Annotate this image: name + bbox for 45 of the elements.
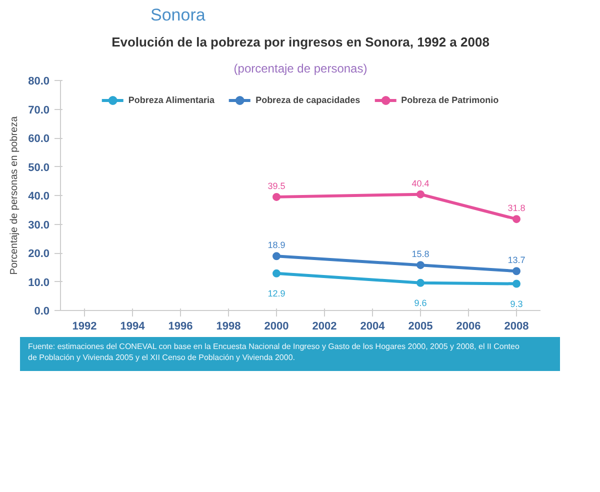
x-tick-label: 2005	[408, 320, 433, 332]
y-tick-label: 0.0	[34, 306, 50, 318]
x-tick-label: 2002	[312, 320, 337, 332]
x-tick-label: 2004	[360, 320, 386, 332]
chart-subtitle: (porcentaje de personas)	[234, 62, 368, 76]
data-label: 13.7	[508, 255, 526, 266]
data-label: 12.9	[268, 288, 286, 298]
x-tick-label: 1994	[120, 320, 146, 332]
x-tick-label: 2000	[264, 320, 289, 332]
legend-label: Pobreza de Patrimonio	[401, 95, 499, 105]
x-tick-label: 1998	[216, 320, 241, 332]
y-tick-label: 30.0	[28, 219, 50, 232]
y-tick-label: 10.0	[28, 276, 50, 289]
data-label: 9.6	[414, 298, 427, 308]
point	[416, 278, 424, 287]
legend-label: Pobreza Alimentaria	[128, 95, 215, 105]
point	[416, 261, 424, 270]
point	[512, 280, 520, 288]
point	[272, 192, 280, 201]
x-tick-label: 1996	[168, 320, 193, 332]
data-label: 18.9	[268, 240, 286, 250]
data-label: 9.3	[510, 298, 523, 309]
text: Sonora	[150, 6, 206, 24]
data-label: 39.5	[268, 180, 286, 191]
y-tick-label: 40.0	[28, 190, 50, 202]
y-tick-label: 70.0	[28, 104, 50, 116]
legend-label: Pobreza de capacidades	[256, 95, 360, 105]
y-tick-label: 80.0	[28, 76, 50, 88]
x-tick-label: 2006	[456, 320, 481, 332]
data-label: 40.4	[412, 178, 430, 188]
y-tick-label: 60.0	[28, 133, 50, 145]
y-axis-title: Porcentaje de personas en pobreza	[9, 116, 20, 275]
x-tick-label: 1992	[72, 320, 97, 332]
y-tick-label: 20.0	[28, 248, 50, 260]
point	[416, 190, 424, 198]
data-label: 31.8	[508, 203, 526, 214]
y-tick-label: 50.0	[28, 162, 50, 174]
point	[512, 267, 520, 276]
x-tick-label: 2008	[504, 320, 529, 332]
point	[512, 215, 520, 224]
chart-title: Evolución de la pobreza por ingresos en Sonora, 1992 a 2008	[112, 34, 490, 50]
point	[272, 269, 280, 278]
source-note: Fuente: estimaciones del CONEVAL con base en la Encuesta Nacional de Ingreso y Gasto de los Hogares 2000, 2005 y 2008, el II Conteo de Población y Vivienda 2005 y el XII Censo de Población y Vivienda 2000.	[28, 341, 520, 364]
point	[272, 252, 280, 260]
data-label: 15.8	[412, 249, 430, 260]
